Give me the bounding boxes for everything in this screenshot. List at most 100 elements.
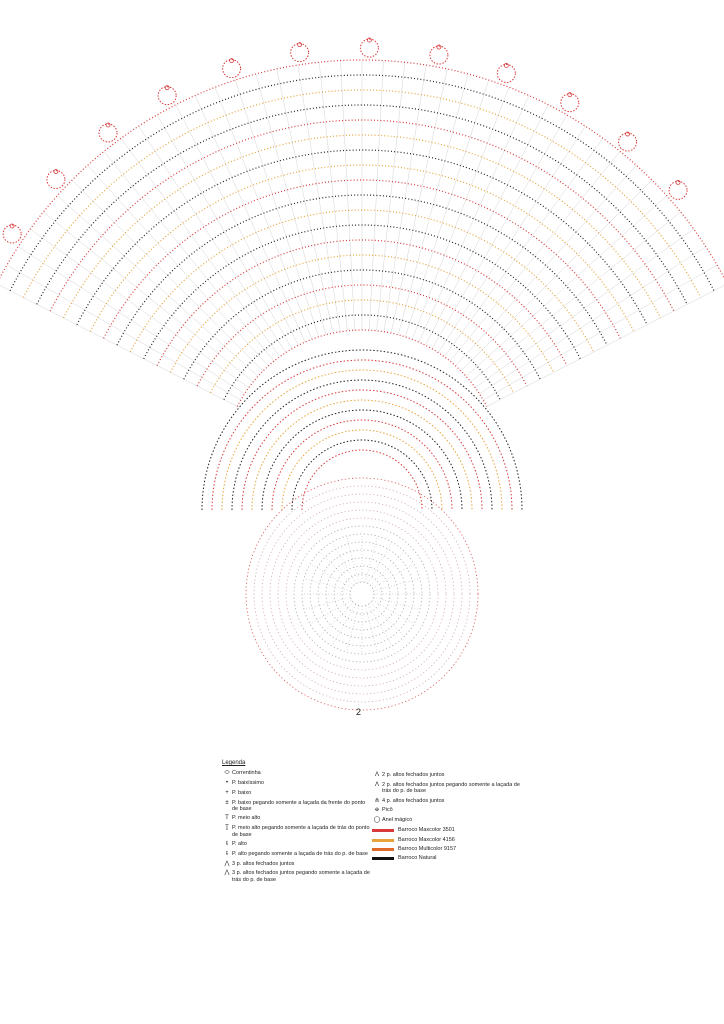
spoke (331, 604, 357, 647)
spoke (367, 604, 393, 647)
legend-color-label: Barroco Multicolor 9157 (398, 845, 457, 852)
fan-stitch (465, 195, 667, 377)
fan-row (36, 104, 688, 305)
picot-icon (9, 223, 15, 229)
legend-color-item: Barroco Maxcolor 3501 (372, 827, 522, 833)
fan-stitch (195, 95, 306, 343)
spoke (372, 563, 415, 589)
scallop (429, 45, 449, 65)
round-row (277, 509, 447, 679)
back-loop-half-double-crochet-icon: Ṯ (225, 825, 229, 832)
fan-row (0, 59, 724, 279)
spoke (309, 599, 352, 625)
fan-stitch (425, 104, 549, 346)
fan-row (169, 254, 555, 373)
legend-item-label: Correntinha (232, 770, 261, 776)
scallop (618, 132, 638, 152)
round-row (261, 493, 463, 695)
legend-item-label: P. meio alto pegando somente a laçada de… (232, 825, 370, 838)
round-row (269, 501, 455, 687)
legend-title: Legenda (222, 760, 246, 766)
legend-item-label: 2 p. altos fechados juntos pegando somen… (382, 781, 520, 795)
legend-color-item: Barroco Natural (372, 855, 522, 861)
spoke (364, 605, 378, 653)
fan-row (103, 179, 621, 339)
back-loop-double-crochet-icon: ŧ (226, 850, 228, 857)
legend-item: ꝋ Picô (372, 807, 522, 814)
collar-row (271, 419, 453, 511)
scallop (496, 63, 516, 83)
spoke (319, 551, 354, 586)
fan-stitch (369, 60, 384, 331)
fan-row (22, 89, 702, 298)
back-loop-dc3tog-icon: ⋀ (224, 870, 230, 877)
fan-stitch (235, 80, 319, 337)
fan-row (196, 284, 528, 387)
round-row (245, 477, 479, 711)
spoke (309, 563, 352, 589)
legend-item: + P. baixo (222, 790, 372, 797)
scallop (98, 123, 118, 143)
legend-item-label: P. alto (232, 840, 247, 847)
fan-stitch (120, 138, 280, 357)
legend-item-label: 2 p. altos fechados juntos (382, 772, 445, 778)
collar-row (281, 429, 443, 511)
spoke (319, 602, 354, 637)
fan-stitch (412, 87, 510, 340)
legend-item-label: Anel mágico (382, 817, 413, 824)
round-row (253, 485, 471, 703)
page-number: 2 (356, 707, 362, 717)
picot-icon (164, 85, 170, 91)
chain-stitch-icon: ⬭ (224, 770, 230, 776)
picot-icon (105, 122, 111, 128)
spoke (346, 605, 360, 653)
legend-item: ŧ P. alto pegando somente a laçada de trá… (222, 851, 372, 858)
fan-stitch (71, 179, 264, 372)
fan-stitch (340, 60, 355, 331)
legend-item-label: P. meio alto (232, 815, 261, 822)
legend-color-item: Barroco Multicolor 9157 (372, 846, 522, 852)
round-row (325, 557, 399, 631)
fan-stitch (438, 126, 586, 353)
scallop (46, 170, 66, 190)
picot-icon (366, 37, 372, 43)
legend-item-label: Picô (382, 807, 393, 814)
legend-item-label: 3 p. altos fechados juntos (232, 860, 295, 867)
dc4tog-icon: ⋔ (374, 797, 380, 804)
scallop (560, 93, 580, 113)
round-row (341, 573, 383, 615)
picot-icon (625, 131, 630, 137)
fan-stitch (486, 285, 724, 407)
front-loop-single-crochet-icon: ± (225, 799, 229, 806)
spoke (331, 541, 357, 584)
crochet-chart-diagram (0, 37, 724, 711)
legend-item: ⋀ 3 p. altos fechados juntos (222, 861, 372, 868)
color-swatch (372, 829, 394, 833)
legend-color-item: Barroco Maxcolor 4156 (372, 837, 522, 843)
fan-stitch (460, 179, 653, 372)
spoke (370, 551, 405, 586)
scallop (157, 86, 177, 106)
spoke (303, 596, 351, 610)
picot-icon (503, 63, 509, 68)
fan-stitch (138, 126, 286, 353)
fan-stitch (214, 87, 312, 340)
scallop (668, 180, 688, 200)
legend-color-label: Barroco Maxcolor 3501 (398, 827, 455, 834)
collar-row (301, 449, 423, 511)
fan-stitch (479, 246, 706, 394)
color-swatch (372, 838, 394, 842)
legend-item-label: P. baixo pegando somente a laçada da fre… (232, 799, 366, 812)
fan-stitch (475, 228, 694, 388)
fan-row (209, 299, 515, 394)
color-swatch (372, 857, 394, 861)
fan-row (76, 149, 648, 325)
spoke (346, 535, 360, 583)
single-crochet-icon: + (225, 789, 229, 796)
color-swatch (372, 847, 394, 851)
fan-row (129, 209, 595, 353)
scallop (2, 224, 22, 244)
